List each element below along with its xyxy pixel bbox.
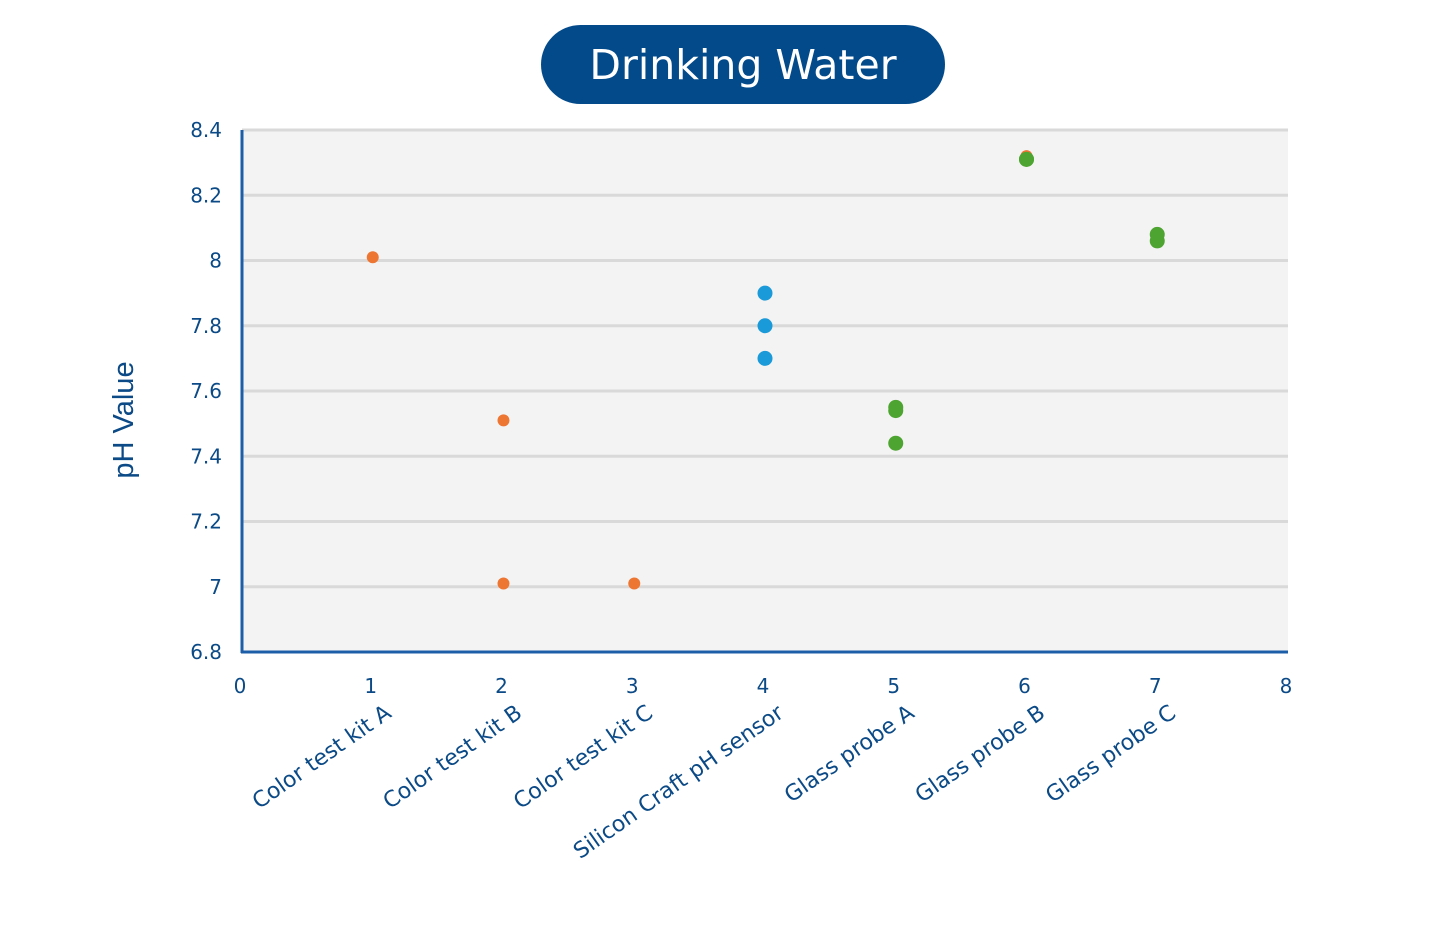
data-point xyxy=(888,435,904,451)
y-tick-label: 7.6 xyxy=(190,379,222,403)
y-tick-label: 8 xyxy=(209,249,222,273)
data-point xyxy=(757,318,773,334)
x-tick-label: 4 xyxy=(757,674,770,698)
category-label: Glass probe B xyxy=(911,700,1050,808)
category-label: Glass probe C xyxy=(1042,700,1181,808)
x-tick-label: 1 xyxy=(364,674,377,698)
x-tick-label: 8 xyxy=(1280,674,1293,698)
y-tick-label: 7.4 xyxy=(190,444,222,468)
y-tick-label: 7.2 xyxy=(190,510,222,534)
y-tick-label: 8.4 xyxy=(190,118,222,142)
y-tick-label: 7 xyxy=(209,575,222,599)
axes xyxy=(240,130,1288,654)
data-points xyxy=(366,150,1165,590)
x-tick-label: 0 xyxy=(234,674,247,698)
category-label: Color test kit A xyxy=(248,700,396,814)
data-point xyxy=(366,251,379,264)
category-label: Glass probe A xyxy=(780,700,919,808)
data-point xyxy=(628,577,641,590)
y-tick-label: 8.2 xyxy=(190,183,222,207)
series-silicon-craft-ph-sensor xyxy=(757,285,773,366)
x-tick-label: 3 xyxy=(626,674,639,698)
data-point xyxy=(757,285,773,301)
data-point xyxy=(497,414,510,427)
data-point xyxy=(757,350,773,366)
x-tick-label: 7 xyxy=(1149,674,1162,698)
category-label: Color test kit B xyxy=(379,700,527,814)
category-label: Silicon Craft pH sensor xyxy=(569,700,789,864)
data-point xyxy=(497,577,510,590)
chart-title: Drinking Water xyxy=(541,25,945,104)
x-tick-label: 2 xyxy=(495,674,508,698)
y-tick-label: 6.8 xyxy=(190,640,222,664)
x-tick-label: 6 xyxy=(1018,674,1031,698)
series-glass-probes xyxy=(888,151,1165,451)
x-tick-labels: 0 1 2 3 4 5 6 7 8 xyxy=(234,674,1293,698)
data-point xyxy=(888,403,904,419)
y-axis-label: pH Value xyxy=(108,361,140,478)
y-tick-labels: 6.8 7 7.2 7.4 7.6 7.8 8 8.2 8.4 xyxy=(190,118,222,664)
y-tick-label: 7.8 xyxy=(190,314,222,338)
x-tick-label: 5 xyxy=(887,674,900,698)
data-point xyxy=(1019,151,1034,167)
data-point xyxy=(1149,233,1165,249)
